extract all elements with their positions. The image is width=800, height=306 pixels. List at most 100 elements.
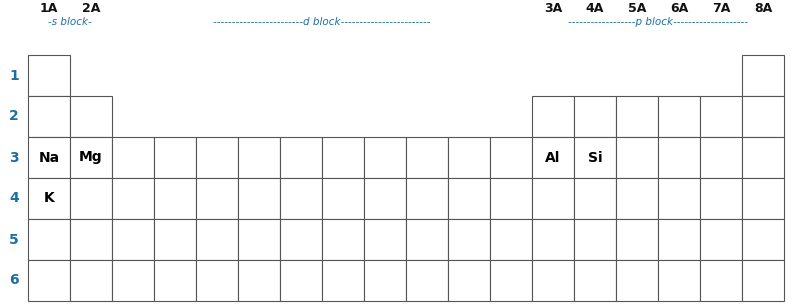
Bar	[322, 219, 364, 260]
Bar	[742, 178, 784, 219]
Bar	[658, 96, 700, 137]
Bar	[616, 260, 658, 301]
Bar	[70, 96, 112, 137]
Bar	[574, 96, 616, 137]
Bar	[574, 137, 616, 178]
Bar	[322, 178, 364, 219]
Bar	[532, 137, 574, 178]
Bar	[406, 219, 448, 260]
Bar	[280, 178, 322, 219]
Bar	[112, 137, 154, 178]
Bar	[112, 219, 154, 260]
Bar	[742, 137, 784, 178]
Text: 1: 1	[9, 69, 19, 83]
Bar	[196, 137, 238, 178]
Bar	[28, 137, 70, 178]
Bar	[238, 219, 280, 260]
Bar	[532, 178, 574, 219]
Bar	[364, 219, 406, 260]
Bar	[616, 96, 658, 137]
Bar	[406, 260, 448, 301]
Text: 3: 3	[9, 151, 19, 165]
Bar	[28, 219, 70, 260]
Bar	[490, 260, 532, 301]
Bar	[70, 137, 112, 178]
Text: 7A: 7A	[712, 2, 730, 14]
Text: 5A: 5A	[628, 2, 646, 14]
Bar	[658, 219, 700, 260]
Bar	[322, 260, 364, 301]
Bar	[364, 137, 406, 178]
Bar	[658, 178, 700, 219]
Text: Mg: Mg	[79, 151, 103, 165]
Bar	[364, 260, 406, 301]
Text: 8A: 8A	[754, 2, 772, 14]
Bar	[700, 219, 742, 260]
Bar	[28, 96, 70, 137]
Text: 4: 4	[9, 192, 19, 206]
Bar	[448, 137, 490, 178]
Bar	[238, 137, 280, 178]
Bar	[70, 219, 112, 260]
Bar	[700, 96, 742, 137]
Bar	[154, 137, 196, 178]
Bar	[742, 96, 784, 137]
Bar	[112, 178, 154, 219]
Text: ------------------p block--------------------: ------------------p block---------------…	[568, 17, 748, 27]
Bar	[280, 260, 322, 301]
Bar	[532, 219, 574, 260]
Bar	[196, 260, 238, 301]
Bar	[448, 260, 490, 301]
Bar	[70, 178, 112, 219]
Text: Si: Si	[588, 151, 602, 165]
Bar	[280, 219, 322, 260]
Text: 3A: 3A	[544, 2, 562, 14]
Bar	[154, 260, 196, 301]
Bar	[490, 137, 532, 178]
Bar	[700, 178, 742, 219]
Bar	[616, 137, 658, 178]
Bar	[28, 178, 70, 219]
Text: 5: 5	[9, 233, 19, 247]
Bar	[196, 178, 238, 219]
Bar	[238, 178, 280, 219]
Bar	[742, 55, 784, 96]
Text: -s block-: -s block-	[48, 17, 92, 27]
Bar	[658, 260, 700, 301]
Text: 6: 6	[9, 274, 19, 288]
Text: 4A: 4A	[586, 2, 604, 14]
Bar	[322, 137, 364, 178]
Bar	[406, 137, 448, 178]
Bar	[280, 137, 322, 178]
Bar	[154, 178, 196, 219]
Bar	[28, 55, 70, 96]
Bar	[574, 260, 616, 301]
Bar	[532, 96, 574, 137]
Bar	[700, 260, 742, 301]
Text: Al: Al	[546, 151, 561, 165]
Bar	[70, 260, 112, 301]
Bar	[448, 219, 490, 260]
Text: 2: 2	[9, 110, 19, 124]
Bar	[490, 219, 532, 260]
Bar	[154, 219, 196, 260]
Text: ------------------------d block------------------------: ------------------------d block---------…	[214, 17, 430, 27]
Bar	[532, 260, 574, 301]
Bar	[658, 137, 700, 178]
Text: Na: Na	[38, 151, 59, 165]
Bar	[700, 137, 742, 178]
Text: 6A: 6A	[670, 2, 688, 14]
Bar	[490, 178, 532, 219]
Bar	[616, 178, 658, 219]
Bar	[112, 260, 154, 301]
Text: K: K	[44, 192, 54, 206]
Bar	[616, 219, 658, 260]
Bar	[364, 178, 406, 219]
Bar	[406, 178, 448, 219]
Bar	[28, 260, 70, 301]
Text: 2A: 2A	[82, 2, 100, 14]
Bar	[574, 219, 616, 260]
Bar	[196, 219, 238, 260]
Bar	[742, 219, 784, 260]
Bar	[238, 260, 280, 301]
